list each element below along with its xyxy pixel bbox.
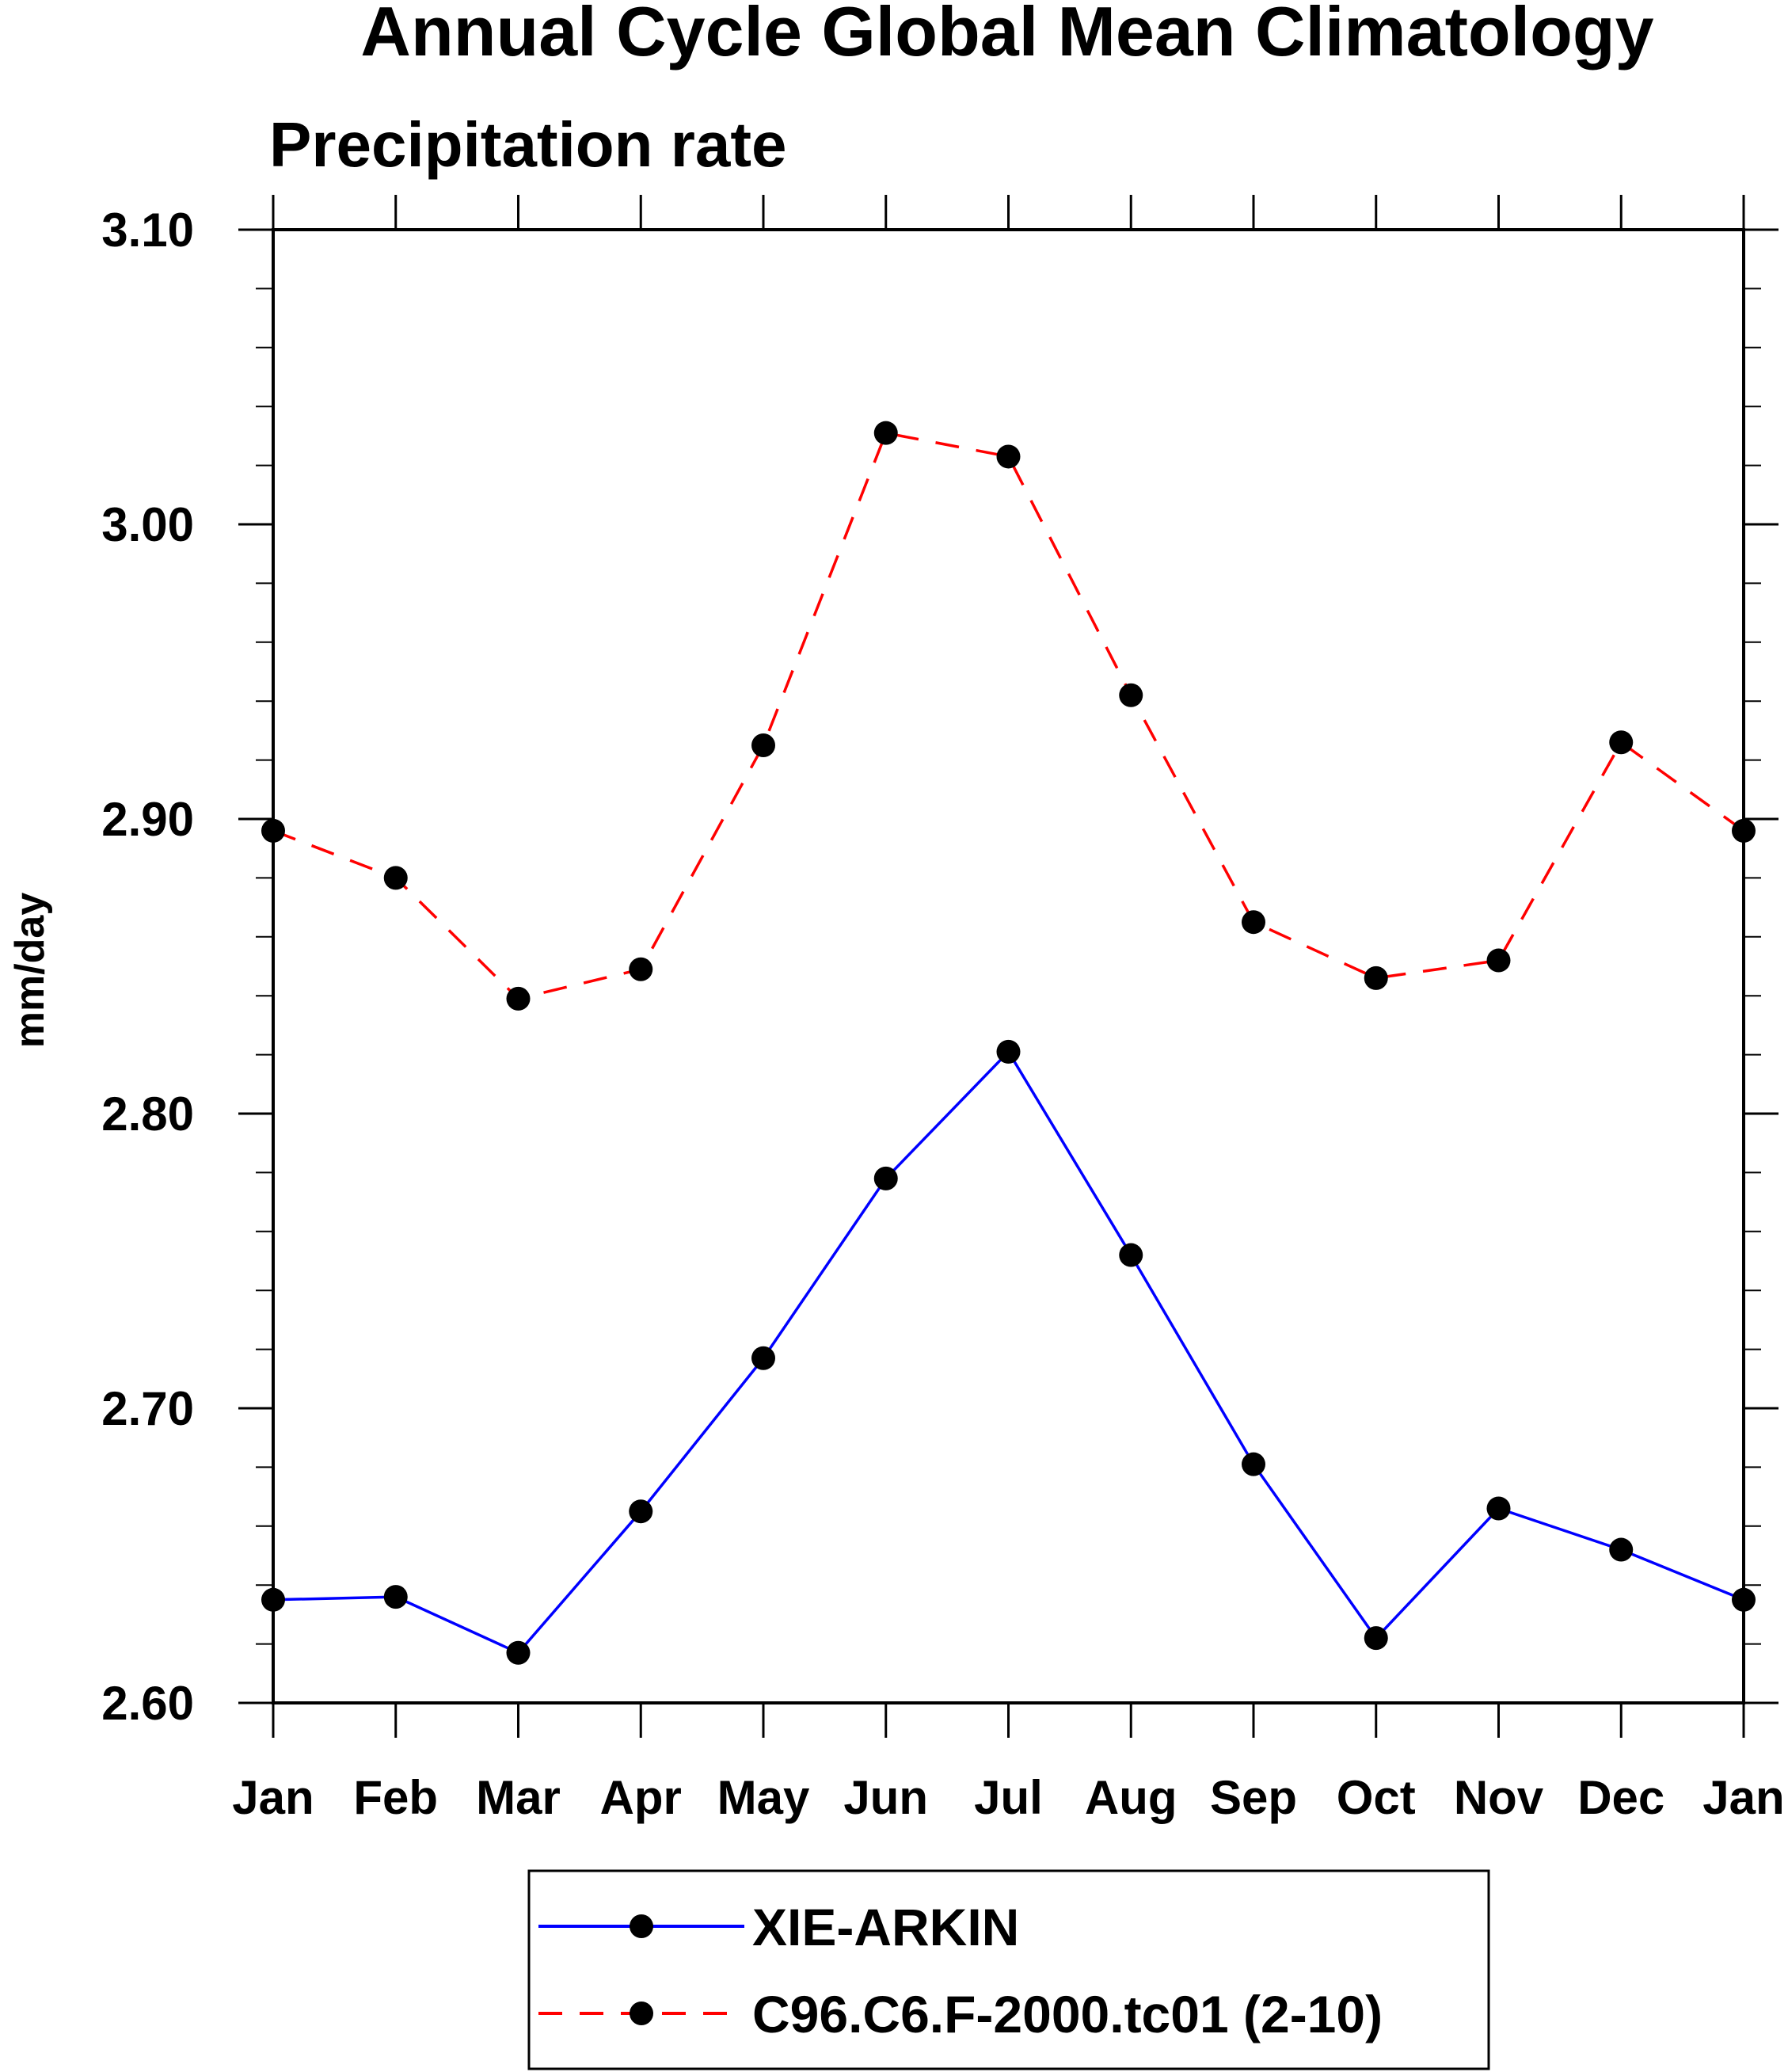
data-point-series-0	[629, 1499, 653, 1524]
series-line-1	[272, 431, 1745, 1000]
data-point-series-0	[1609, 1537, 1634, 1562]
x-tick-label: Feb	[353, 1771, 438, 1824]
x-tick-label: Jan	[1702, 1771, 1784, 1824]
data-point-series-1	[751, 733, 775, 757]
chart-title: Annual Cycle Global Mean Climatology	[360, 0, 1653, 70]
data-point-series-1	[1242, 910, 1265, 935]
data-point-series-1	[1486, 948, 1511, 973]
data-point-series-1	[873, 421, 898, 445]
legend: XIE-ARKIN C96.C6.F-2000.tc01 (2-10)	[527, 1869, 1490, 2070]
legend-marker-xie-arkin	[630, 1914, 653, 1938]
y-tick-label: 3.10	[101, 204, 194, 257]
x-tick-label: May	[717, 1771, 810, 1824]
chart-subtitle: Precipitation rate	[269, 109, 787, 180]
data-point-series-1	[1609, 730, 1634, 755]
x-tick-label: Jul	[974, 1771, 1043, 1824]
data-point-series-1	[1364, 966, 1388, 990]
y-tick-label: 2.80	[101, 1087, 194, 1141]
data-point-series-0	[873, 1166, 898, 1190]
x-tick-label: Jan	[232, 1771, 314, 1824]
data-point-series-0	[1486, 1496, 1511, 1521]
data-point-series-0	[506, 1640, 531, 1665]
data-point-series-0	[996, 1039, 1021, 1064]
legend-marker-c96	[630, 2002, 653, 2025]
x-tick-label: Dec	[1577, 1771, 1664, 1824]
x-tick-label: Apr	[600, 1771, 682, 1824]
x-tick-label: Nov	[1454, 1771, 1544, 1824]
data-point-series-1	[383, 866, 408, 890]
x-tick-label: Oct	[1337, 1771, 1416, 1824]
data-point-series-0	[1242, 1452, 1265, 1476]
data-point-series-0	[751, 1346, 775, 1370]
x-tick-label: Sep	[1210, 1771, 1297, 1824]
plot-frame	[272, 228, 1745, 1704]
data-point-series-0	[1119, 1243, 1143, 1267]
data-point-series-1	[1119, 683, 1143, 707]
y-tick-label: 3.00	[101, 498, 194, 551]
data-point-series-1	[506, 986, 531, 1011]
data-point-series-0	[1364, 1626, 1388, 1651]
y-tick-label: 2.70	[101, 1382, 194, 1435]
data-point-series-1	[629, 957, 653, 981]
series-group	[261, 421, 1756, 1665]
data-point-series-0	[383, 1585, 408, 1609]
x-tick-label: Aug	[1085, 1771, 1177, 1824]
legend-label-xie-arkin: XIE-ARKIN	[752, 1898, 1019, 1956]
x-tick-label: Jun	[843, 1771, 928, 1824]
y-axis-label: mm/day	[7, 893, 53, 1049]
axis-ticks: 2.60 2.70 2.80 2.90 3.00 3.10 Jan Feb Mar Apr May J…	[101, 195, 1785, 1824]
y-tick-label: 2.60	[101, 1677, 194, 1730]
x-tick-label: Mar	[476, 1771, 561, 1824]
legend-label-c96: C96.C6.F-2000.tc01 (2-10)	[752, 1985, 1383, 2043]
y-tick-label: 2.90	[101, 793, 194, 846]
data-point-series-1	[996, 444, 1021, 469]
series-line-0	[272, 1049, 1744, 1655]
legend-box	[527, 1869, 1490, 2070]
